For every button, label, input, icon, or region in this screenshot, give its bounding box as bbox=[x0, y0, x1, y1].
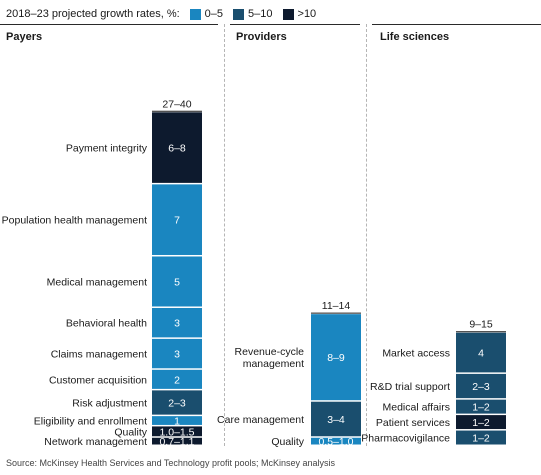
category-label: management bbox=[243, 358, 304, 370]
legend-label: 5–10 bbox=[248, 8, 273, 20]
bar-segment bbox=[152, 437, 202, 445]
bar-segment bbox=[456, 332, 506, 373]
bar-segment bbox=[152, 112, 202, 183]
bar-segment bbox=[456, 373, 506, 399]
bar-segment bbox=[456, 415, 506, 430]
value-label: 3 bbox=[174, 318, 180, 330]
category-label: Quality bbox=[271, 436, 304, 448]
category-label: Payment integrity bbox=[66, 143, 148, 155]
value-label: 1.0–1.5 bbox=[159, 426, 194, 438]
bar-segment bbox=[152, 369, 202, 389]
category-label: Market access bbox=[382, 348, 450, 360]
category-label: Care management bbox=[217, 414, 304, 426]
legend-title: 2018–23 projected growth rates, %: bbox=[6, 8, 180, 20]
category-label: Pharmacovigilance bbox=[361, 433, 450, 445]
bar-segment bbox=[311, 401, 361, 437]
bar-segment bbox=[456, 399, 506, 414]
total-label: 9–15 bbox=[469, 319, 493, 331]
section-title: Payers bbox=[6, 31, 43, 43]
value-label: 3 bbox=[174, 349, 180, 361]
bar-segment bbox=[152, 307, 202, 338]
value-label: 2 bbox=[174, 374, 180, 386]
value-label: 7 bbox=[174, 215, 180, 227]
divider bbox=[366, 24, 367, 446]
total-label: 11–14 bbox=[322, 300, 351, 312]
bar-segment bbox=[152, 390, 202, 415]
bar-segment bbox=[152, 426, 202, 437]
category-label: Behavioral health bbox=[66, 318, 147, 330]
bar-segment bbox=[152, 338, 202, 369]
total-label: 27–40 bbox=[162, 98, 191, 110]
section-title: Providers bbox=[236, 31, 287, 43]
category-label: Medical affairs bbox=[382, 402, 450, 414]
category-label: Population health management bbox=[2, 215, 147, 227]
section-payers: Payers bbox=[0, 24, 218, 447]
category-label: Claims management bbox=[51, 349, 147, 361]
section-providers: Providers bbox=[230, 24, 360, 447]
category-label: Revenue-cycle bbox=[235, 346, 305, 358]
divider bbox=[224, 24, 225, 446]
legend-swatch bbox=[282, 8, 294, 20]
legend: 2018–23 projected growth rates, %: 0–5 5… bbox=[6, 6, 326, 22]
legend-swatch bbox=[189, 8, 201, 20]
source-note: Source: McKinsey Health Services and Tec… bbox=[6, 458, 335, 468]
category-label: Medical management bbox=[47, 276, 147, 288]
value-label: 6–8 bbox=[168, 143, 186, 155]
value-label: 1–2 bbox=[472, 433, 490, 445]
value-label: 5 bbox=[174, 276, 180, 288]
category-label: Eligibility and enrollment bbox=[34, 416, 147, 428]
section-title: Life sciences bbox=[380, 31, 450, 43]
value-label: 0.7–1.1 bbox=[159, 436, 194, 448]
bar-segment bbox=[456, 430, 506, 445]
value-label: 0.5–1.0 bbox=[318, 436, 353, 448]
category-label: Customer acquisition bbox=[49, 374, 147, 386]
bar-segment bbox=[311, 314, 361, 401]
category-label: Risk adjustment bbox=[72, 398, 147, 410]
category-label: Quality bbox=[114, 426, 147, 438]
bar-segment bbox=[152, 256, 202, 307]
category-label: Patient services bbox=[376, 417, 450, 429]
value-label: 4 bbox=[478, 348, 484, 360]
bar-segment bbox=[152, 416, 202, 425]
legend-swatch bbox=[233, 8, 245, 20]
section-life-sciences: Life sciences bbox=[372, 24, 541, 447]
value-label: 2–3 bbox=[168, 398, 186, 410]
bar-segment bbox=[152, 184, 202, 255]
value-label: 1–2 bbox=[472, 417, 490, 429]
category-label: Network management bbox=[44, 436, 147, 448]
legend-item-over-10: >10 bbox=[282, 8, 317, 20]
value-label: 1–2 bbox=[472, 402, 490, 414]
value-label: 8–9 bbox=[327, 352, 345, 364]
value-label: 1 bbox=[174, 416, 180, 428]
legend-item-0-5: 0–5 bbox=[189, 8, 224, 20]
value-label: 3–4 bbox=[327, 414, 345, 426]
legend-item-5-10: 5–10 bbox=[233, 8, 273, 20]
legend-label: 0–5 bbox=[204, 8, 224, 20]
category-label: R&D trial support bbox=[370, 381, 450, 393]
legend-label: >10 bbox=[297, 8, 317, 20]
bar-segment bbox=[311, 437, 361, 445]
value-label: 2–3 bbox=[472, 381, 490, 393]
